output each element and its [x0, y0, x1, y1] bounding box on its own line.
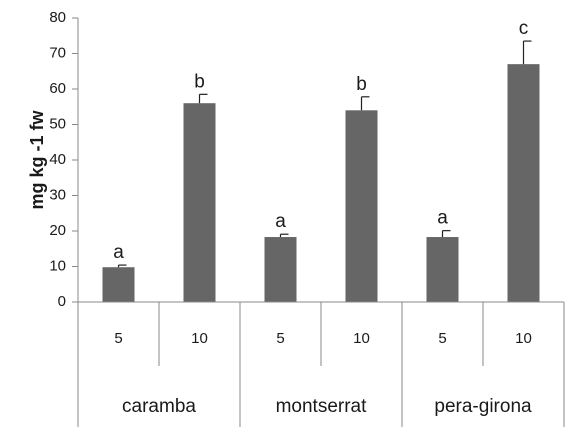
y-tick-label: 80 [49, 9, 66, 26]
bar [183, 103, 216, 302]
y-tick-label: 20 [49, 222, 66, 239]
x-tick-label: 10 [191, 330, 208, 347]
y-tick-label: 50 [49, 115, 66, 132]
x-tick-label: 5 [438, 330, 446, 347]
y-tick-label: 60 [49, 80, 66, 97]
x-tick-label: 10 [353, 330, 370, 347]
group-label: pera-girona [434, 396, 532, 417]
y-axis-label: mg kg -1 fw [27, 110, 47, 210]
bar [264, 237, 297, 302]
significance-label: b [194, 71, 205, 92]
bar [426, 237, 459, 302]
significance-label: a [113, 242, 124, 263]
bar [507, 64, 540, 303]
significance-label: a [275, 211, 286, 232]
group-label: caramba [122, 396, 196, 417]
y-tick-label: 40 [49, 151, 66, 168]
bars: a b a b a c [102, 18, 540, 303]
y-tick-label: 10 [49, 257, 66, 274]
significance-label: b [356, 74, 367, 95]
significance-label: c [519, 18, 529, 39]
y-tick-label: 0 [58, 293, 66, 310]
y-tick-label: 70 [49, 44, 66, 61]
y-axis: 0 10 20 30 40 50 60 70 80 [49, 9, 79, 310]
bar [345, 110, 378, 302]
group-label: montserrat [276, 396, 368, 417]
x-tick-label: 10 [515, 330, 532, 347]
significance-label: a [437, 208, 448, 229]
bar [102, 267, 135, 302]
x-tick-label: 5 [276, 330, 284, 347]
x-axis: 5 10 5 10 5 10 caramba montserrat pera-girona [77, 301, 565, 427]
y-tick-label: 30 [49, 186, 66, 203]
x-tick-label: 5 [114, 330, 122, 347]
